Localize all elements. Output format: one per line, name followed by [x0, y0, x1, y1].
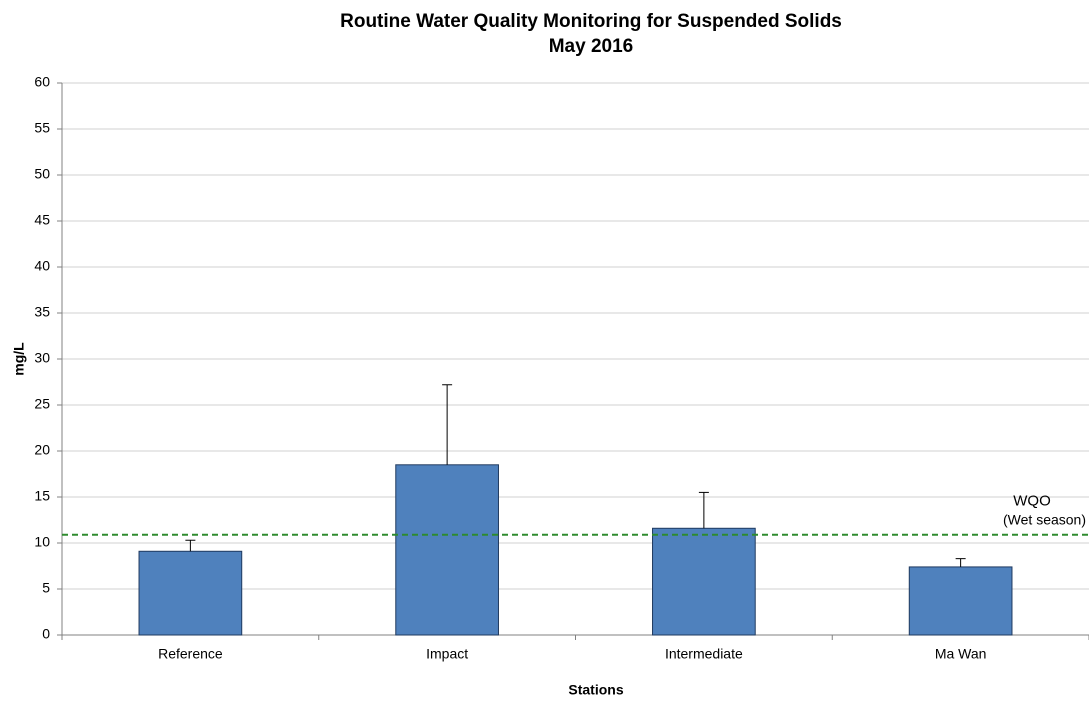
- y-tick-label: 25: [34, 396, 50, 412]
- reference-sublabel: (Wet season): [1003, 511, 1086, 527]
- bar: [138, 550, 243, 636]
- y-tick-label: 60: [34, 74, 50, 90]
- bar: [395, 464, 499, 636]
- y-tick-label: 50: [34, 166, 50, 182]
- y-tick-label: 0: [42, 626, 50, 642]
- y-tick-label: 20: [34, 442, 50, 458]
- error-bar: [698, 491, 709, 529]
- x-tick-label: Reference: [158, 646, 223, 662]
- chart-subtitle: May 2016: [549, 36, 634, 57]
- bar: [908, 566, 1013, 636]
- chart-title: Routine Water Quality Monitoring for Sus…: [340, 11, 842, 32]
- y-tick-label: 55: [34, 120, 50, 136]
- x-tick-label: Impact: [426, 646, 468, 662]
- error-bar: [442, 384, 453, 465]
- x-tick-label: Intermediate: [665, 646, 743, 662]
- y-tick-label: 30: [34, 350, 50, 366]
- y-tick-label: 15: [34, 488, 50, 504]
- bar: [652, 527, 756, 636]
- y-tick-label: 10: [34, 534, 50, 550]
- y-axis-title: mg/L: [11, 342, 27, 376]
- x-axis-title: Stations: [568, 682, 623, 698]
- y-tick-label: 40: [34, 258, 50, 274]
- x-tick-label: Ma Wan: [935, 646, 987, 662]
- y-tick-label: 45: [34, 212, 50, 228]
- reference-label: WQO: [1013, 493, 1051, 510]
- y-tick-label: 35: [34, 304, 50, 320]
- y-tick-label: 5: [42, 580, 50, 596]
- error-bar: [185, 539, 196, 552]
- error-bar: [955, 558, 966, 567]
